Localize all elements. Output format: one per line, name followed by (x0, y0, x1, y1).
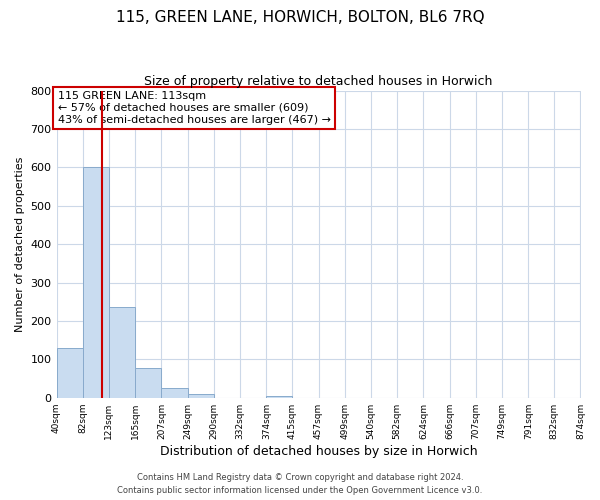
Bar (161, 388, 188, 398)
Bar (109, 308, 135, 398)
Title: Size of property relative to detached houses in Horwich: Size of property relative to detached ho… (145, 75, 493, 88)
Text: 115 GREEN LANE: 113sqm
← 57% of detached houses are smaller (609)
43% of semi-de: 115 GREEN LANE: 113sqm ← 57% of detached… (58, 92, 331, 124)
Bar (135, 368, 161, 398)
Text: 115, GREEN LANE, HORWICH, BOLTON, BL6 7RQ: 115, GREEN LANE, HORWICH, BOLTON, BL6 7R… (116, 10, 484, 25)
Y-axis label: Number of detached properties: Number of detached properties (15, 156, 25, 332)
X-axis label: Distribution of detached houses by size in Horwich: Distribution of detached houses by size … (160, 444, 478, 458)
Bar (83, 168, 109, 398)
Bar (188, 394, 214, 398)
Bar (266, 396, 292, 398)
Bar (56, 348, 83, 398)
Text: Contains HM Land Registry data © Crown copyright and database right 2024.
Contai: Contains HM Land Registry data © Crown c… (118, 474, 482, 495)
